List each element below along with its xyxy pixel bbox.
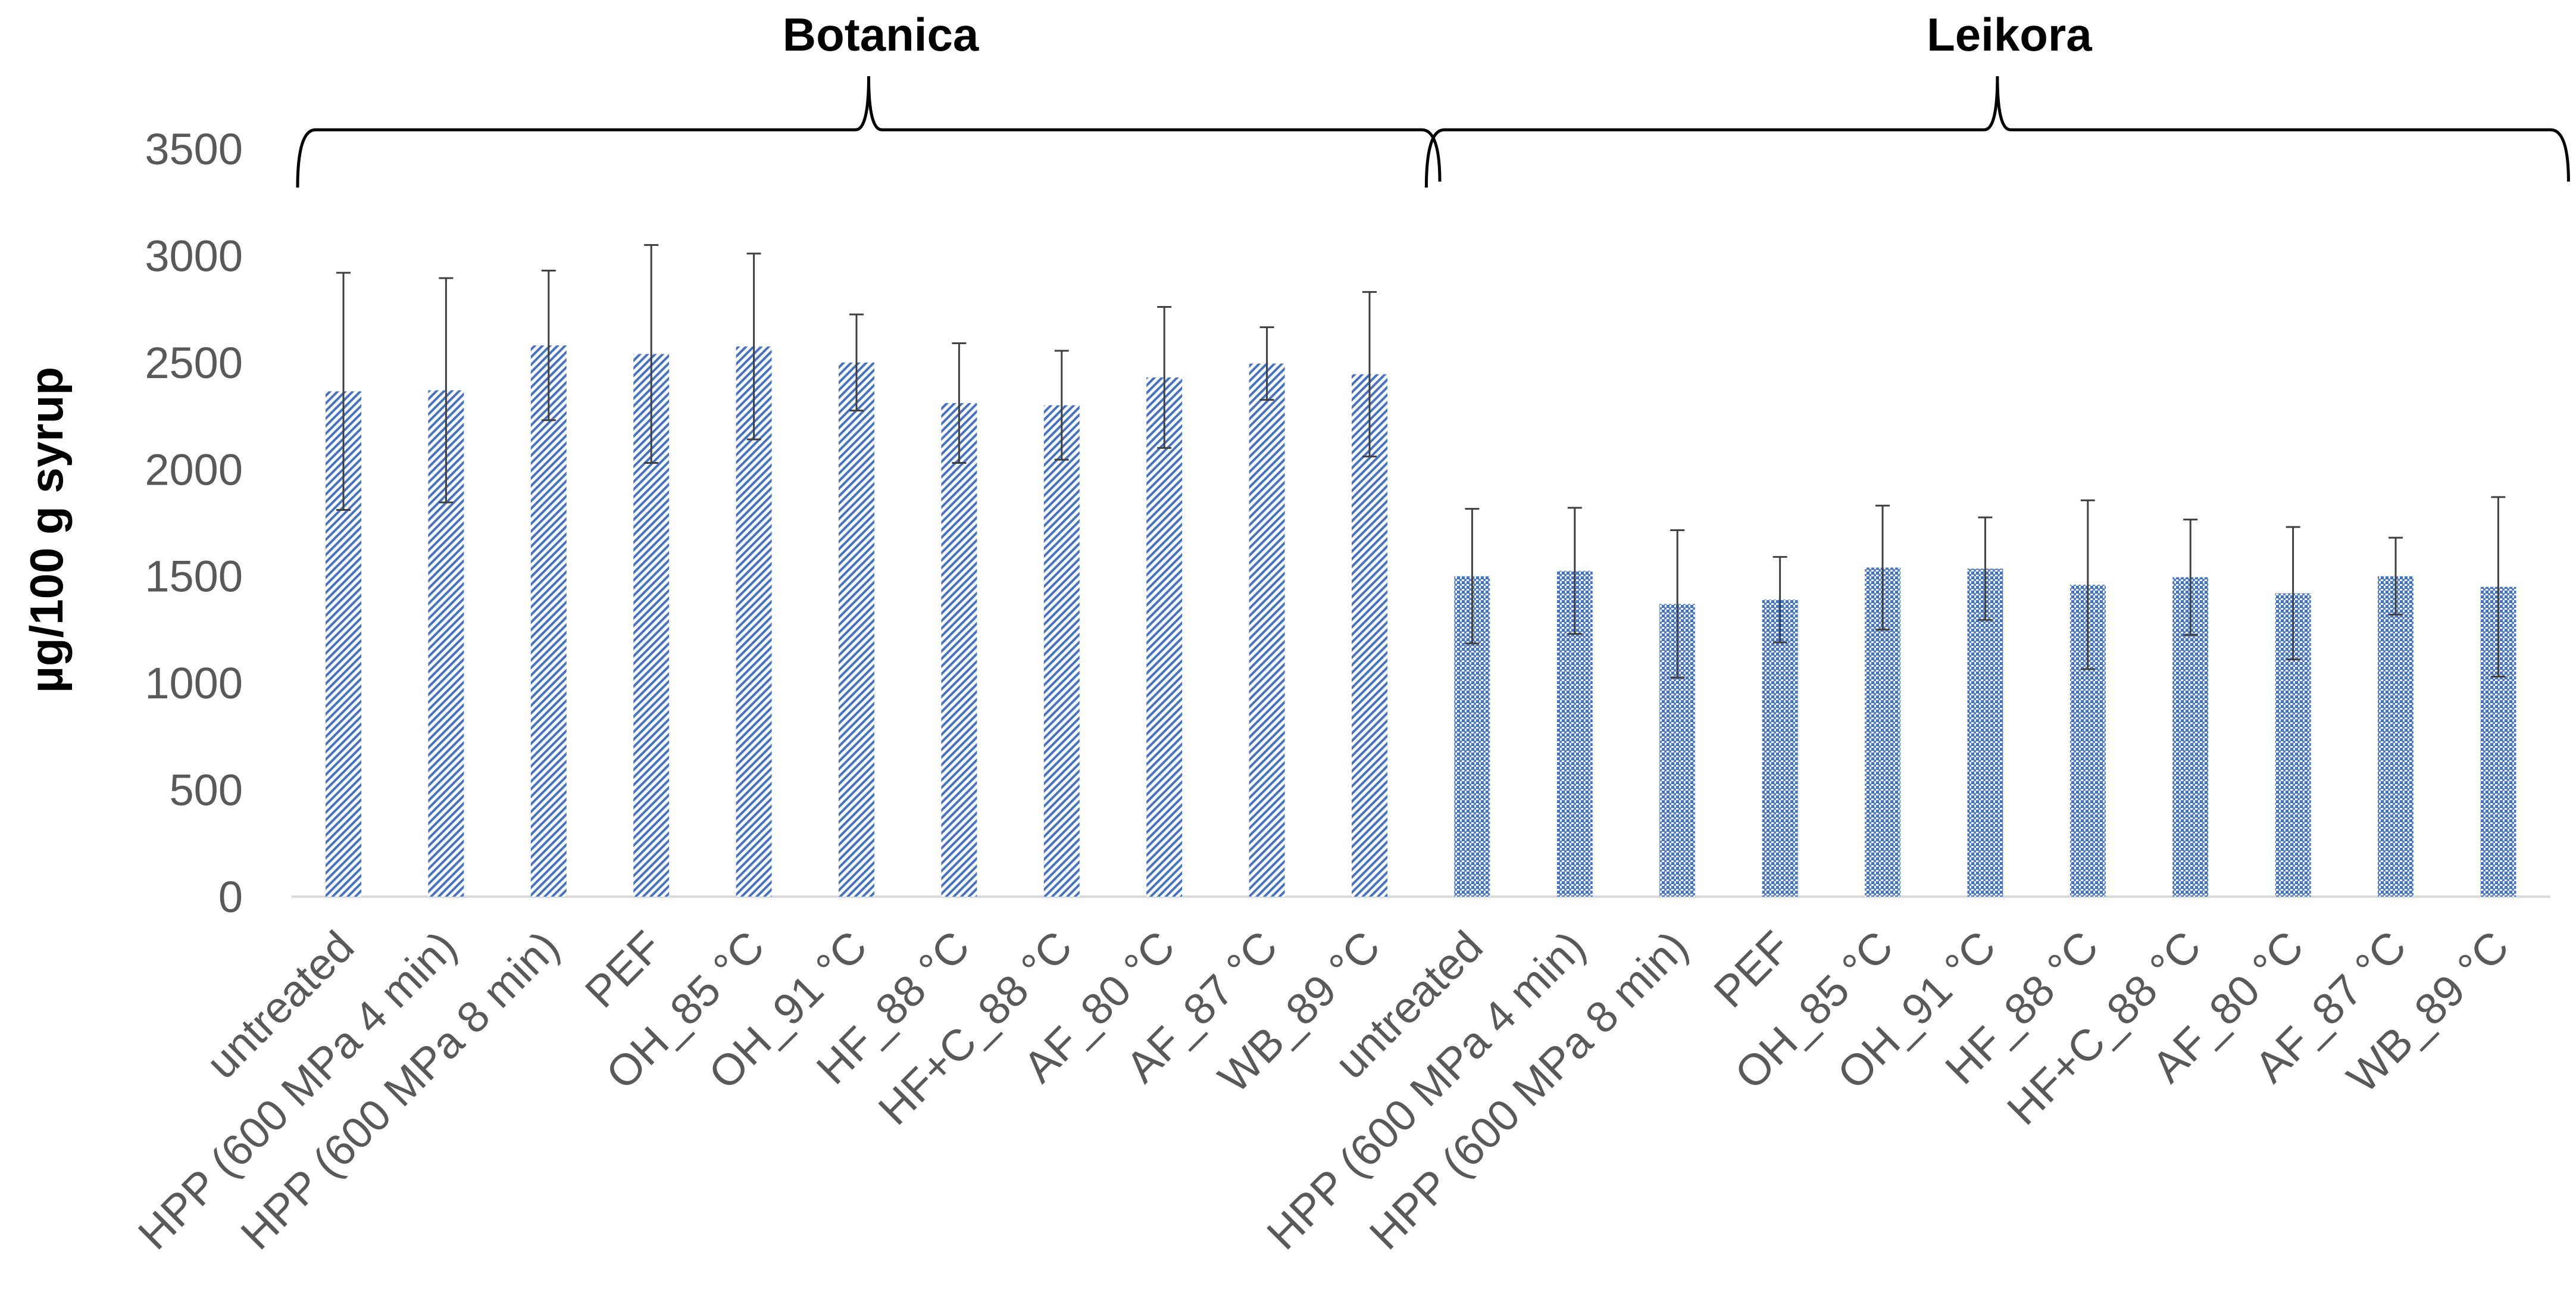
y-tick-label: 2500	[145, 338, 243, 388]
error-bar	[2491, 496, 2506, 678]
bar	[839, 362, 874, 897]
error-bar	[849, 313, 864, 412]
y-tick-label: 3000	[145, 231, 243, 280]
bracket-path	[1424, 76, 2570, 188]
y-tick-label: 0	[218, 872, 243, 922]
error-bar	[1259, 326, 1274, 401]
error-bar	[1362, 291, 1377, 458]
group-brackets: Botanica Leikora	[296, 8, 2570, 188]
y-axis-ticks: 0 500 1000 1500 2000 2500 3000 3500	[145, 124, 243, 922]
bar	[1967, 569, 2003, 897]
bar	[1043, 405, 1080, 897]
bar	[941, 403, 977, 897]
error-bar	[1772, 555, 1787, 644]
error-bar	[746, 252, 761, 441]
y-tick-label: 1500	[145, 552, 243, 601]
error-bar	[2080, 499, 2095, 670]
bracket-path	[296, 76, 1442, 188]
error-bar	[952, 342, 967, 464]
group-label: Leikora	[1927, 8, 2092, 61]
error-bar	[2389, 536, 2403, 616]
error-bar	[1054, 349, 1069, 461]
error-bars	[336, 244, 2506, 679]
bar	[530, 345, 567, 897]
error-bar	[2286, 526, 2300, 661]
error-bar	[1978, 516, 1993, 621]
bar	[1249, 363, 1285, 897]
bar	[2378, 576, 2414, 897]
error-bar	[1465, 508, 1480, 645]
y-tick-label: 1000	[145, 658, 243, 708]
group-bracket: Leikora	[1424, 8, 2570, 188]
bar	[1352, 374, 1387, 897]
y-tick-label: 500	[170, 766, 243, 815]
error-bar	[1875, 504, 1890, 631]
error-bar	[2183, 519, 2198, 636]
group-label: Botanica	[783, 8, 979, 61]
error-bar	[1157, 306, 1172, 449]
bar	[1762, 600, 1798, 897]
y-tick-label: 2000	[145, 445, 243, 494]
y-tick-label: 3500	[145, 124, 243, 174]
group-bracket: Botanica	[296, 8, 1442, 188]
error-bar	[541, 270, 556, 422]
y-axis-label: µg/100 g syrup	[20, 367, 73, 693]
bars	[326, 345, 2516, 897]
error-bar	[336, 271, 351, 511]
error-bar	[1567, 507, 1582, 635]
error-bar	[439, 277, 454, 504]
bar	[1146, 377, 1183, 897]
error-bar	[644, 244, 659, 464]
error-bar	[1670, 529, 1685, 679]
